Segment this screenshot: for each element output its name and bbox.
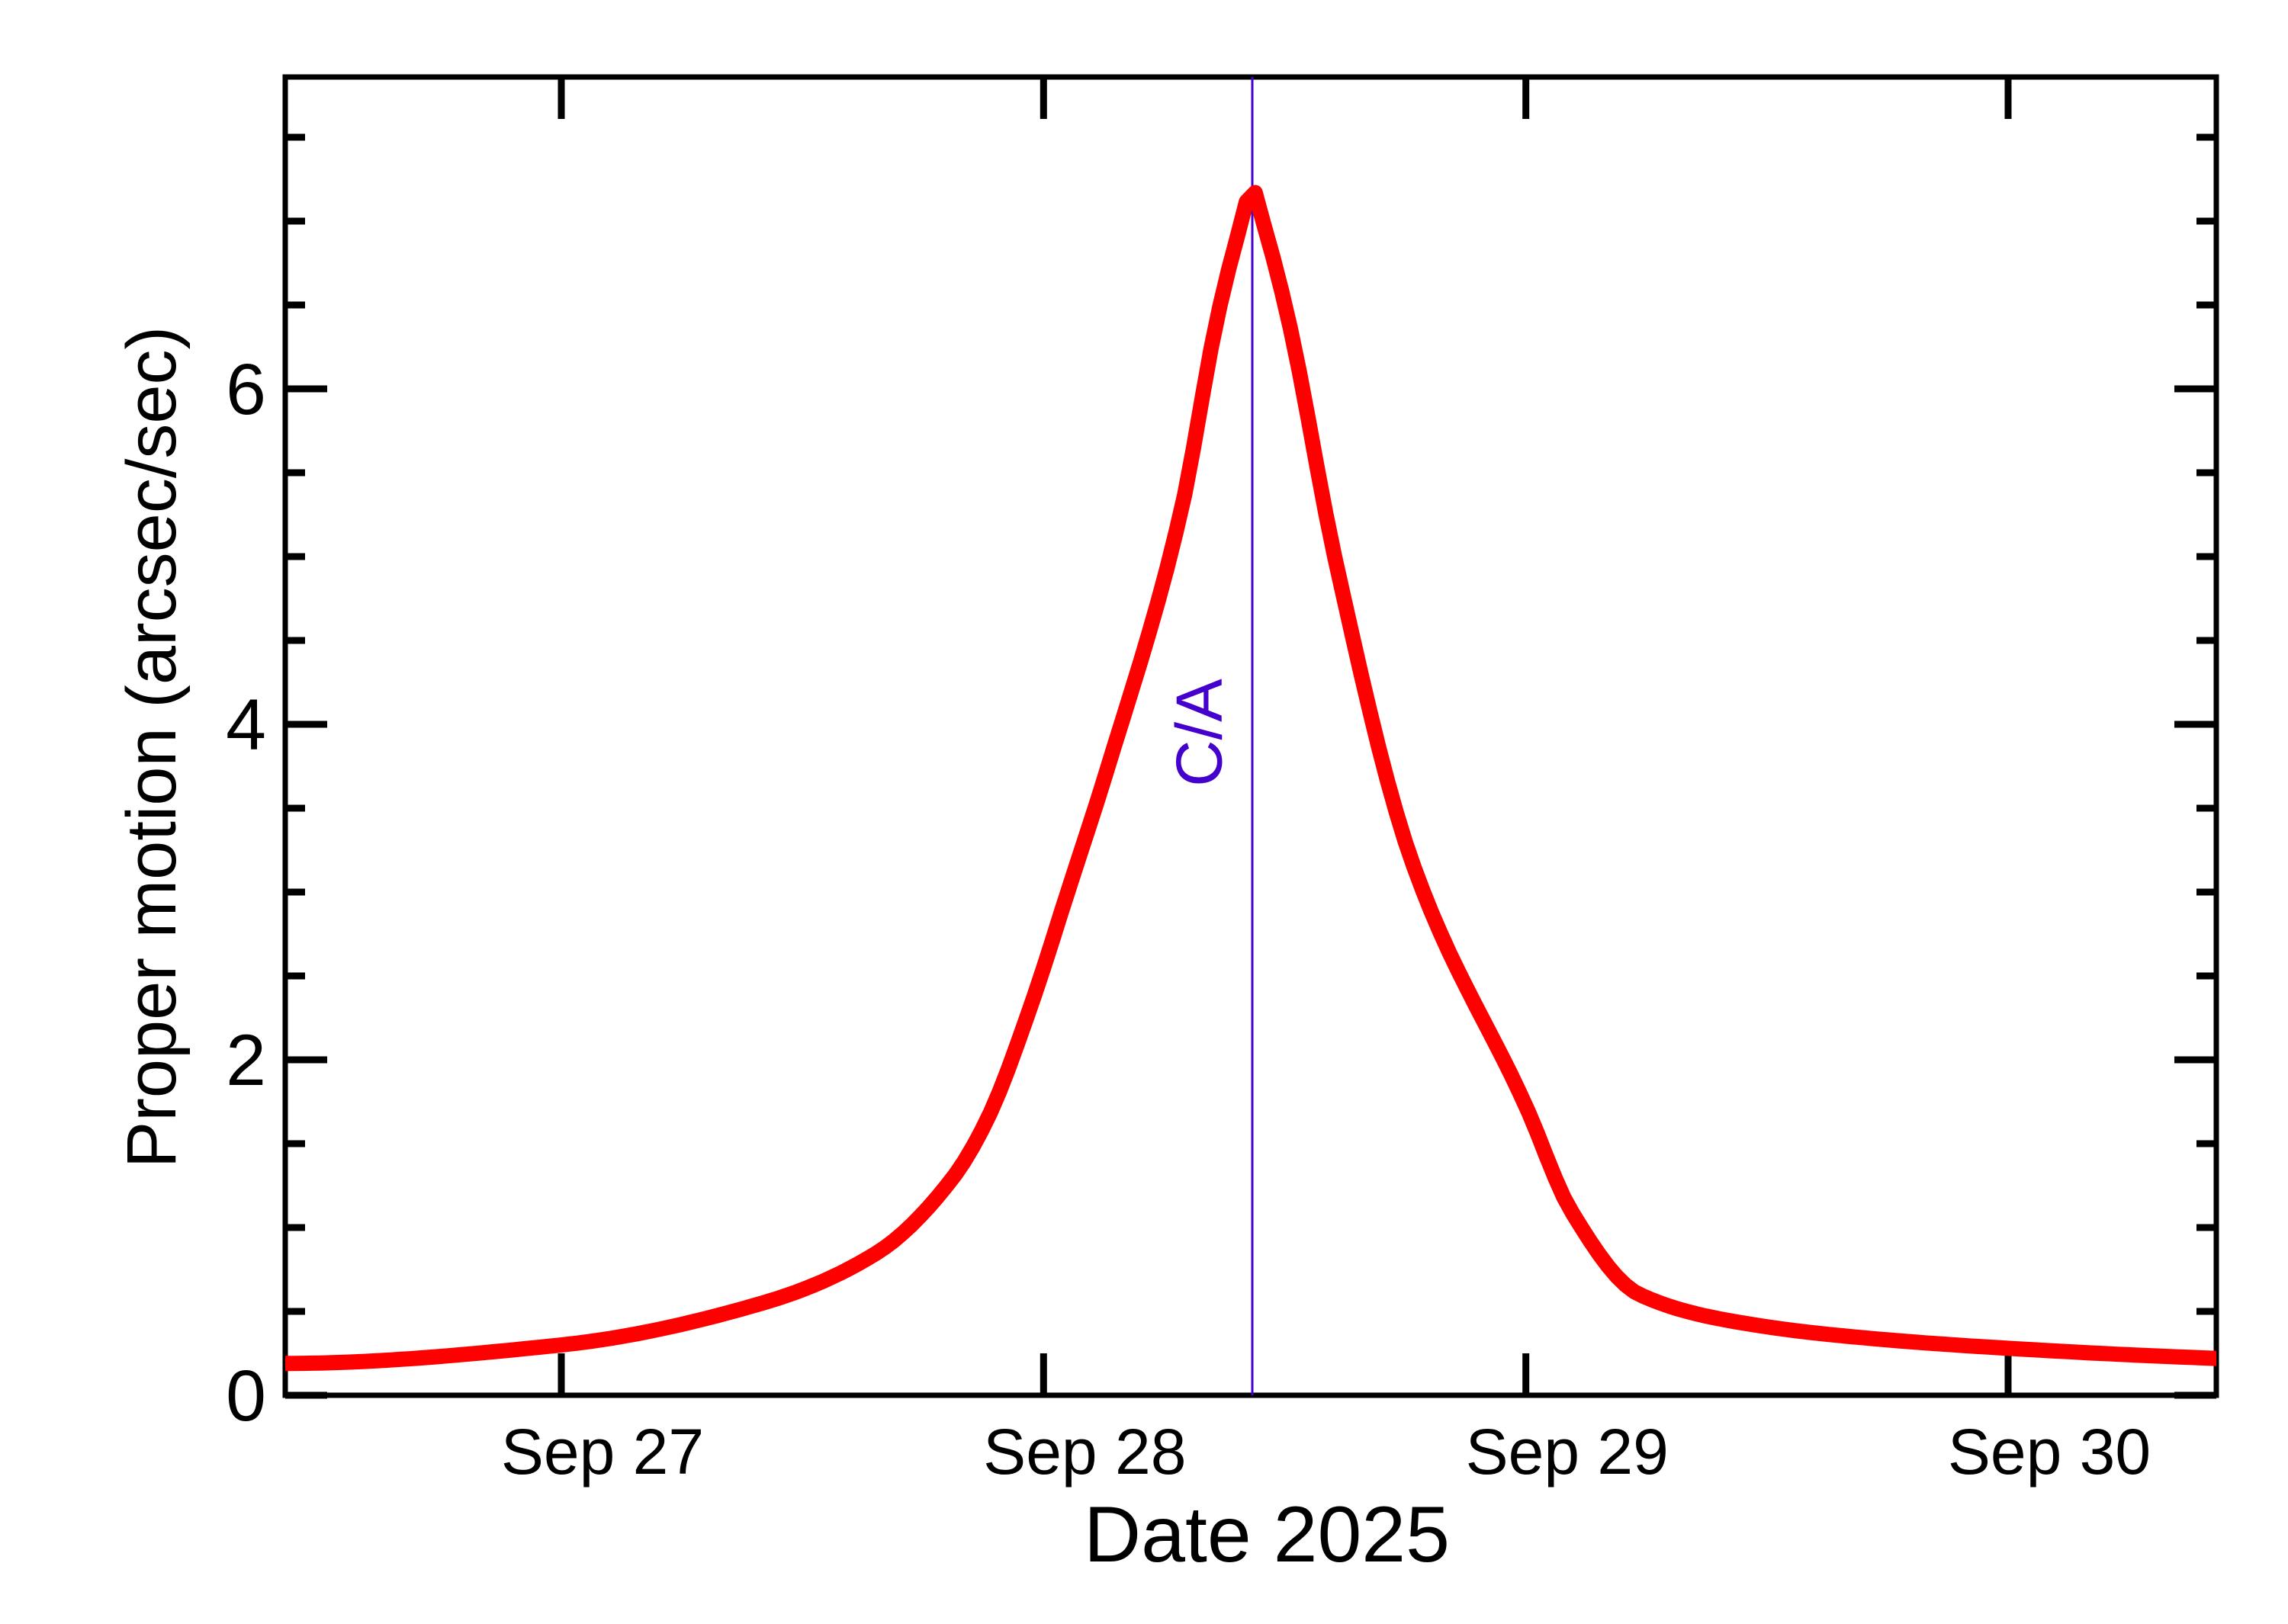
svg-text:0: 0 [226, 1356, 266, 1436]
svg-text:Proper motion (arcsec/sec): Proper motion (arcsec/sec) [113, 326, 191, 1168]
svg-text:4: 4 [226, 685, 266, 765]
svg-text:Sep 27: Sep 27 [501, 1416, 704, 1488]
svg-text:C/A: C/A [1163, 679, 1236, 787]
svg-text:2: 2 [226, 1020, 266, 1101]
svg-text:Sep 28: Sep 28 [983, 1416, 1186, 1488]
svg-text:6: 6 [226, 349, 266, 430]
svg-text:Sep 30: Sep 30 [1948, 1416, 2151, 1488]
svg-text:Sep 29: Sep 29 [1466, 1416, 1669, 1488]
svg-text:Date 2025: Date 2025 [1084, 1491, 1450, 1579]
